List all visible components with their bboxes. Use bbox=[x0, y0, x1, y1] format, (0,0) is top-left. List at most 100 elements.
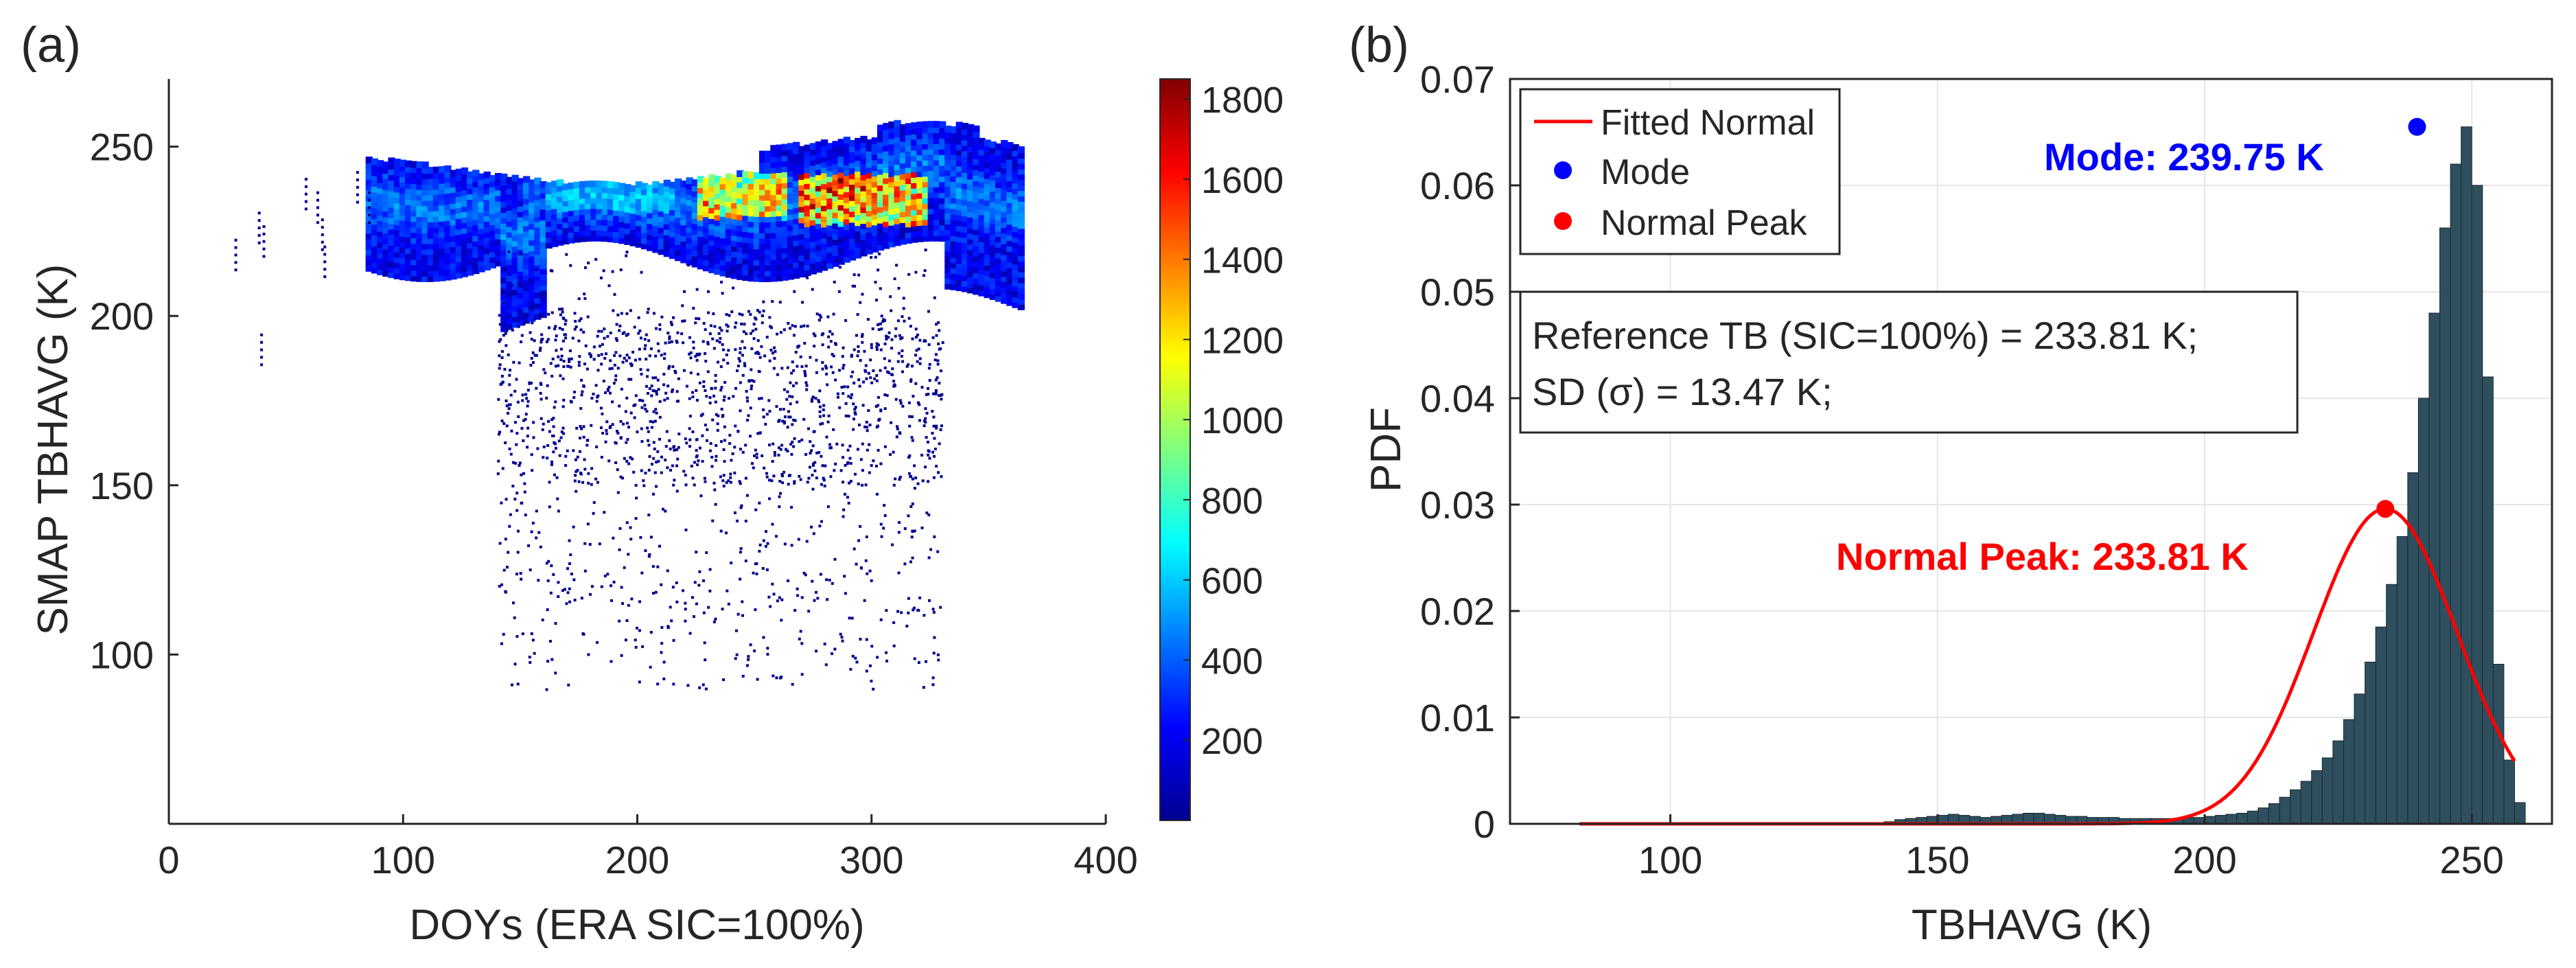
heatmap-point bbox=[321, 218, 324, 222]
heatmap-point bbox=[913, 657, 916, 660]
heatmap-cell bbox=[855, 219, 862, 227]
heatmap-cell bbox=[399, 268, 407, 275]
heatmap-point bbox=[662, 357, 666, 360]
heatmap-point bbox=[682, 589, 685, 592]
heatmap-cell bbox=[731, 185, 739, 193]
heatmap-cell bbox=[377, 224, 384, 232]
heatmap-cell bbox=[742, 241, 750, 249]
heatmap-cell bbox=[837, 150, 845, 157]
heatmap-cell bbox=[888, 154, 896, 161]
heatmap-cell bbox=[658, 183, 665, 190]
heatmap-point bbox=[650, 384, 653, 388]
heatmap-point bbox=[624, 410, 627, 413]
heatmap-cell bbox=[680, 229, 688, 236]
heatmap-cell bbox=[562, 194, 570, 201]
heatmap-cell bbox=[669, 198, 677, 205]
heatmap-cell bbox=[978, 257, 986, 264]
heatmap-cell bbox=[984, 199, 991, 207]
heatmap-cell bbox=[388, 174, 395, 181]
heatmap-cell bbox=[927, 164, 935, 172]
heatmap-point bbox=[648, 387, 651, 391]
heatmap-point bbox=[618, 354, 622, 358]
heatmap-cell bbox=[472, 207, 480, 215]
heatmap-cell bbox=[776, 172, 783, 178]
heatmap-point bbox=[517, 415, 520, 418]
heatmap-cell bbox=[995, 224, 1003, 232]
heatmap-cell bbox=[955, 279, 963, 286]
heatmap-cell bbox=[984, 231, 991, 239]
heatmap-cell bbox=[382, 199, 390, 207]
heatmap-cell bbox=[978, 262, 986, 270]
heatmap-cell bbox=[826, 251, 834, 258]
heatmap-point bbox=[643, 347, 647, 351]
heatmap-point bbox=[583, 569, 587, 573]
heatmap-cell bbox=[534, 226, 542, 233]
heatmap-cell bbox=[635, 197, 643, 205]
heatmap-point bbox=[789, 402, 792, 406]
heatmap-cell bbox=[410, 172, 418, 179]
heatmap-cell bbox=[590, 207, 598, 215]
heatmap-cell bbox=[883, 204, 890, 211]
heatmap-cell bbox=[483, 264, 491, 270]
heatmap-point bbox=[541, 428, 544, 431]
heatmap-cell bbox=[905, 215, 913, 222]
heatmap-cell bbox=[675, 222, 682, 229]
heatmap-point bbox=[676, 331, 680, 334]
heatmap-cell bbox=[1006, 229, 1014, 236]
heatmap-cell bbox=[585, 181, 592, 188]
heatmap-point bbox=[603, 511, 606, 514]
heatmap-cell bbox=[444, 257, 452, 264]
heatmap-cell bbox=[421, 248, 429, 255]
heatmap-point bbox=[538, 349, 542, 352]
heatmap-point bbox=[660, 354, 663, 357]
heatmap-cell bbox=[894, 239, 901, 246]
heatmap-point bbox=[695, 602, 698, 606]
heatmap-point bbox=[633, 416, 636, 419]
heatmap-point bbox=[813, 599, 816, 602]
heatmap-point bbox=[592, 358, 596, 361]
heatmap-point bbox=[801, 301, 804, 304]
heatmap-cell bbox=[585, 202, 592, 209]
heatmap-point bbox=[602, 380, 605, 383]
heatmap-cell bbox=[624, 194, 631, 202]
heatmap-cell bbox=[736, 181, 744, 188]
heatmap-cell bbox=[562, 216, 570, 223]
heatmap-cell bbox=[421, 199, 429, 207]
heatmap-cell bbox=[663, 244, 671, 252]
heatmap-point bbox=[692, 615, 695, 619]
heatmap-cell bbox=[371, 234, 379, 242]
heatmap-point bbox=[865, 638, 868, 641]
heatmap-cell bbox=[1017, 270, 1025, 278]
heatmap-point bbox=[595, 400, 599, 403]
heatmap-cell bbox=[989, 239, 997, 246]
heatmap-cell bbox=[529, 255, 536, 262]
heatmap-cell bbox=[377, 165, 384, 172]
heatmap-point bbox=[707, 606, 710, 609]
heatmap-cell bbox=[798, 222, 806, 229]
heatmap-cell bbox=[753, 215, 761, 222]
heatmap-point bbox=[578, 355, 581, 358]
heatmap-point bbox=[699, 414, 703, 417]
heatmap-cell bbox=[989, 222, 997, 230]
heatmap-cell bbox=[618, 205, 626, 211]
heatmap-cell bbox=[686, 220, 693, 228]
heatmap-cell bbox=[585, 191, 592, 198]
heatmap-cell bbox=[652, 219, 660, 226]
heatmap-cell bbox=[439, 242, 446, 249]
heatmap-cell bbox=[781, 181, 789, 189]
heatmap-cell bbox=[393, 256, 401, 264]
heatmap-cell bbox=[855, 186, 862, 194]
heatmap-cell bbox=[758, 231, 767, 239]
heatmap-cell bbox=[573, 187, 581, 194]
heatmap-cell bbox=[1006, 174, 1014, 182]
heatmap-point bbox=[754, 448, 757, 452]
heatmap-cell bbox=[416, 172, 423, 179]
heatmap-point bbox=[639, 368, 642, 371]
heatmap-cell bbox=[826, 207, 834, 215]
heatmap-point bbox=[857, 345, 860, 348]
heatmap-point bbox=[610, 660, 613, 663]
heatmap-cell bbox=[848, 210, 857, 218]
heatmap-point bbox=[800, 365, 804, 368]
heatmap-cell bbox=[877, 146, 885, 154]
heatmap-point bbox=[822, 476, 825, 480]
